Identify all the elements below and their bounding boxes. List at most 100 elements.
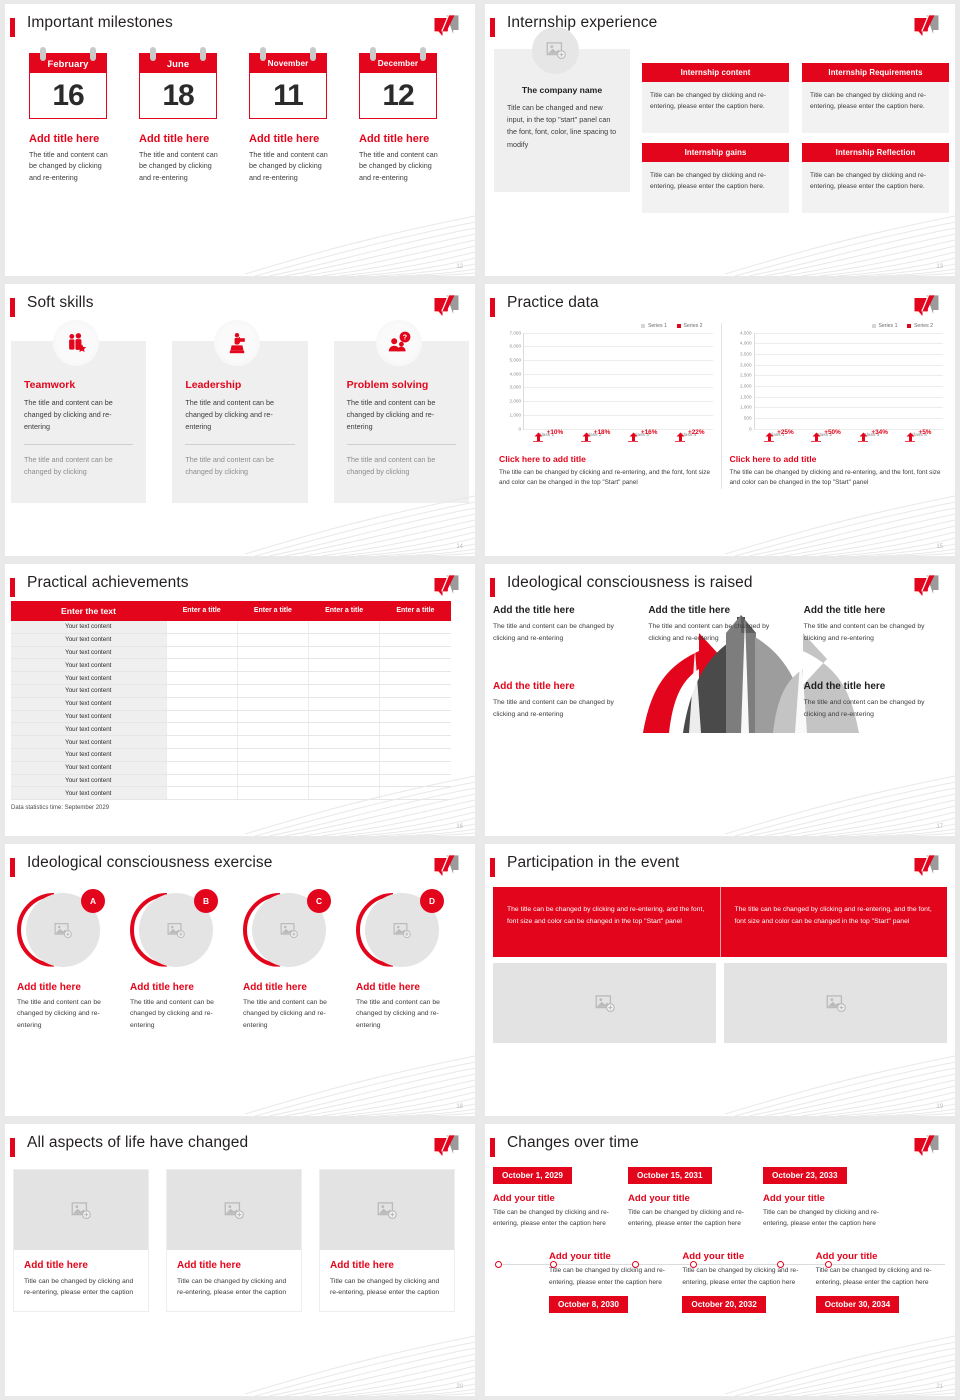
table-cell-empty[interactable]: [379, 774, 451, 788]
milestone-item[interactable]: December 12 Add title here The title and…: [357, 46, 447, 184]
table-row[interactable]: Your text content: [11, 761, 451, 775]
table-cell-label[interactable]: Your text content: [11, 671, 166, 686]
table-cell-label[interactable]: Your text content: [11, 633, 166, 647]
ideological-block[interactable]: Add the title here The title and content…: [493, 681, 636, 721]
achievements-table[interactable]: Enter the text Enter a title Enter a title…: [11, 600, 451, 801]
table-row[interactable]: Your text content: [11, 710, 451, 724]
table-cell-empty[interactable]: [165, 735, 238, 750]
table-cell-empty[interactable]: [307, 735, 380, 750]
table-cell-empty[interactable]: [379, 735, 451, 750]
table-cell-empty[interactable]: [236, 620, 309, 634]
photo-placeholder-icon[interactable]: [320, 1169, 454, 1250]
internship-card[interactable]: Internship Reflection Title can be chang…: [802, 142, 949, 213]
table-cell-empty[interactable]: [165, 633, 238, 647]
table-cell-label[interactable]: Your text content: [11, 761, 166, 775]
table-row[interactable]: Your text content: [11, 748, 451, 762]
ideological-block[interactable]: Add the title here The title and content…: [648, 605, 791, 645]
ideological-block[interactable]: Add the title here The title and content…: [804, 605, 947, 645]
table-cell-empty[interactable]: [165, 774, 238, 788]
table-cell-empty[interactable]: [165, 646, 238, 660]
table-cell-empty[interactable]: [379, 671, 451, 686]
aspect-card[interactable]: Add title here Title can be changed by c…: [13, 1168, 149, 1313]
table-row[interactable]: Your text content: [11, 697, 451, 711]
table-cell-empty[interactable]: [379, 748, 451, 762]
table-cell-empty[interactable]: [379, 658, 451, 673]
table-cell-label[interactable]: Your text content: [11, 786, 166, 801]
table-cell-label[interactable]: Your text content: [11, 748, 166, 762]
table-row[interactable]: Your text content: [11, 620, 451, 634]
table-cell-empty[interactable]: [165, 786, 238, 801]
table-cell-label[interactable]: Your text content: [11, 684, 166, 698]
ideological-block[interactable]: Add the title here The title and content…: [804, 681, 947, 721]
table-cell-empty[interactable]: [236, 710, 309, 724]
soft-skill-card[interactable]: Leadership The title and content can be …: [172, 319, 308, 503]
table-cell-label[interactable]: Your text content: [11, 722, 166, 737]
table-cell-empty[interactable]: [307, 671, 380, 686]
table-column-header[interactable]: Enter a title: [237, 600, 309, 621]
table-cell-label[interactable]: Your text content: [11, 735, 166, 750]
photo-placeholder-icon[interactable]: [167, 1169, 301, 1250]
table-cell-empty[interactable]: [379, 620, 451, 634]
timeline-item[interactable]: October 15, 2031 Add your title Title ca…: [628, 1165, 763, 1230]
table-cell-empty[interactable]: [379, 761, 451, 775]
table-row[interactable]: Your text content: [11, 735, 451, 750]
aspect-card[interactable]: Add title here Title can be changed by c…: [319, 1168, 455, 1313]
table-cell-empty[interactable]: [236, 761, 309, 775]
table-cell-empty[interactable]: [165, 697, 238, 711]
table-cell-label[interactable]: Your text content: [11, 697, 166, 711]
table-cell-empty[interactable]: [165, 671, 238, 686]
table-cell-empty[interactable]: [379, 633, 451, 647]
table-cell-empty[interactable]: [165, 684, 238, 698]
table-cell-empty[interactable]: [236, 684, 309, 698]
table-cell-empty[interactable]: [236, 658, 309, 673]
exercise-item[interactable]: C Add title here The title and content c…: [243, 888, 339, 1032]
table-column-header[interactable]: Enter a title: [308, 600, 380, 621]
company-panel[interactable]: The company name Title can be changed an…: [494, 26, 630, 213]
table-cell-empty[interactable]: [379, 786, 451, 801]
photo-placeholder-icon[interactable]: [14, 1169, 148, 1250]
table-row[interactable]: Your text content: [11, 633, 451, 647]
table-cell-empty[interactable]: [307, 748, 380, 762]
table-cell-empty[interactable]: [307, 697, 380, 711]
table-cell-empty[interactable]: [165, 761, 238, 775]
milestone-item[interactable]: February 16 Add title here The title and…: [27, 46, 117, 184]
table-column-header[interactable]: Enter a title: [379, 600, 451, 621]
exercise-item[interactable]: D Add title here The title and content c…: [356, 888, 452, 1032]
table-cell-empty[interactable]: [165, 710, 238, 724]
table-cell-empty[interactable]: [165, 620, 238, 634]
internship-card[interactable]: Internship gains Title can be changed by…: [642, 142, 789, 213]
table-cell-empty[interactable]: [236, 646, 309, 660]
table-cell-empty[interactable]: [379, 722, 451, 737]
table-cell-empty[interactable]: [307, 684, 380, 698]
table-row[interactable]: Your text content: [11, 722, 451, 737]
internship-card[interactable]: Internship Requirements Title can be cha…: [802, 62, 949, 133]
table-cell-empty[interactable]: [307, 710, 380, 724]
table-cell-empty[interactable]: [379, 710, 451, 724]
table-cell-empty[interactable]: [307, 646, 380, 660]
table-cell-empty[interactable]: [236, 697, 309, 711]
table-cell-empty[interactable]: [236, 722, 309, 737]
table-cell-empty[interactable]: [236, 786, 309, 801]
photo-placeholder-icon[interactable]: [493, 962, 716, 1043]
exercise-item[interactable]: A Add title here The title and content c…: [17, 888, 113, 1032]
internship-card[interactable]: Internship content Title can be changed …: [642, 62, 789, 133]
table-cell-label[interactable]: Your text content: [11, 710, 166, 724]
timeline-item[interactable]: Add your title Title can be changed by c…: [682, 1242, 815, 1313]
table-cell-empty[interactable]: [236, 735, 309, 750]
table-column-header[interactable]: Enter a title: [166, 600, 238, 621]
table-cell-empty[interactable]: [379, 684, 451, 698]
table-cell-empty[interactable]: [307, 633, 380, 647]
table-cell-empty[interactable]: [236, 748, 309, 762]
table-row[interactable]: Your text content: [11, 786, 451, 801]
caption-title[interactable]: Click here to add title: [499, 453, 586, 464]
ideological-block[interactable]: Add the title here The title and content…: [493, 605, 636, 645]
table-cell-empty[interactable]: [165, 722, 238, 737]
table-cell-label[interactable]: Your text content: [11, 646, 166, 660]
table-cell-empty[interactable]: [379, 697, 451, 711]
table-cell-label[interactable]: Your text content: [11, 658, 166, 673]
milestone-item[interactable]: November 11 Add title here The title and…: [247, 46, 337, 184]
table-row[interactable]: Your text content: [11, 684, 451, 698]
table-cell-label[interactable]: Your text content: [11, 774, 166, 788]
table-cell-empty[interactable]: [236, 633, 309, 647]
timeline-item[interactable]: Add your title Title can be changed by c…: [549, 1242, 682, 1313]
